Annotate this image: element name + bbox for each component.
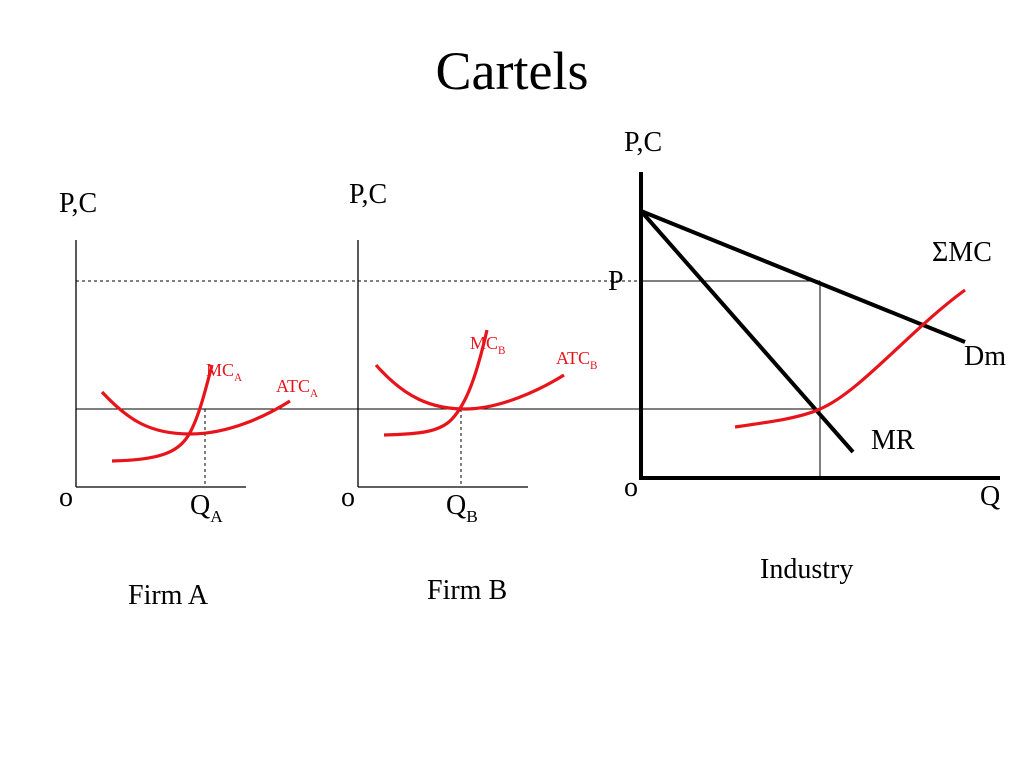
firm-b-mc-label: MCB bbox=[470, 333, 506, 358]
mr-label: MR bbox=[871, 425, 915, 456]
firm-b-quantity-label: QB bbox=[446, 490, 478, 526]
sum-mc-label: ΣMC bbox=[932, 237, 992, 268]
industry-price-label: P bbox=[608, 266, 624, 297]
firm-a-caption: Firm A bbox=[128, 580, 209, 611]
sum-mc-curve bbox=[734, 288, 966, 429]
firm-a-quantity-label: QA bbox=[190, 490, 223, 526]
firm-a-mc-curve bbox=[111, 364, 214, 463]
demand-label: Dm bbox=[964, 341, 1006, 372]
firm-b-atc-label: ATCB bbox=[556, 348, 598, 373]
firm-b-mc-curve bbox=[383, 329, 489, 437]
industry-origin-label: o bbox=[624, 472, 638, 503]
firm-a-atc-label: ATCA bbox=[276, 376, 319, 401]
firm-a-mc-label: MCA bbox=[206, 360, 243, 385]
slide-title: Cartels bbox=[435, 41, 589, 101]
firm-b-caption: Firm B bbox=[427, 575, 508, 606]
firm-a-origin-label: o bbox=[59, 482, 73, 513]
firm-b-y-axis-label: P,C bbox=[349, 179, 388, 210]
firm-b-atc-curve bbox=[374, 363, 565, 411]
firm-b-origin-label: o bbox=[341, 482, 355, 513]
mr-curve bbox=[639, 209, 855, 454]
industry-y-axis-label: P,C bbox=[624, 127, 663, 158]
industry-caption: Industry bbox=[760, 554, 854, 585]
demand-curve bbox=[640, 209, 966, 344]
firm-a-y-axis-label: P,C bbox=[59, 188, 98, 219]
industry-x-axis-label: Q bbox=[980, 481, 1001, 512]
firm-a-atc-curve bbox=[100, 390, 291, 436]
